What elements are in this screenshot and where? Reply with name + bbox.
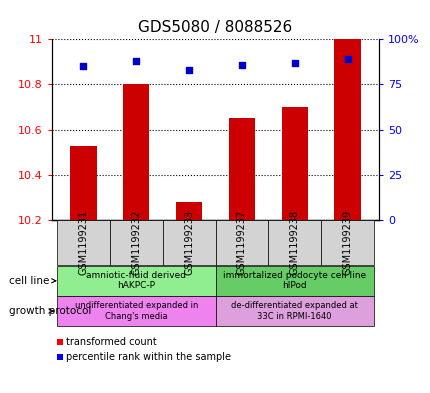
- Bar: [215, 220, 268, 265]
- Bar: [57, 354, 63, 360]
- Bar: [215, 296, 373, 326]
- Bar: [57, 296, 215, 326]
- Bar: [215, 266, 373, 296]
- Bar: [334, 39, 360, 220]
- Text: GSM1199238: GSM1199238: [289, 210, 299, 275]
- Text: transformed count: transformed count: [65, 336, 156, 347]
- Text: GSM1199231: GSM1199231: [78, 210, 88, 275]
- Text: percentile rank within the sample: percentile rank within the sample: [65, 352, 230, 362]
- Bar: [57, 220, 110, 265]
- Text: undifferentiated expanded in
Chang's media: undifferentiated expanded in Chang's med…: [74, 301, 197, 321]
- Bar: [281, 107, 307, 220]
- Text: immortalized podocyte cell line
hIPod: immortalized podocyte cell line hIPod: [223, 271, 366, 290]
- Text: de-differentiated expanded at
33C in RPMI-1640: de-differentiated expanded at 33C in RPM…: [231, 301, 357, 321]
- Text: GSM1199239: GSM1199239: [342, 210, 352, 275]
- Bar: [320, 220, 373, 265]
- Bar: [110, 220, 162, 265]
- Text: GSM1199233: GSM1199233: [184, 210, 194, 275]
- Point: [80, 63, 87, 70]
- Text: cell line: cell line: [9, 276, 55, 286]
- Text: growth protocol: growth protocol: [9, 306, 91, 316]
- Bar: [228, 118, 255, 220]
- Bar: [123, 84, 149, 220]
- Title: GDS5080 / 8088526: GDS5080 / 8088526: [138, 20, 292, 35]
- Bar: [57, 266, 215, 296]
- Point: [291, 60, 298, 66]
- Point: [185, 67, 192, 73]
- Bar: [268, 220, 320, 265]
- Text: GSM1199232: GSM1199232: [131, 210, 141, 275]
- Point: [343, 56, 350, 62]
- Bar: [70, 145, 96, 220]
- Bar: [162, 220, 215, 265]
- Text: GSM1199237: GSM1199237: [237, 210, 246, 275]
- Bar: [175, 202, 202, 220]
- Point: [132, 58, 139, 64]
- Point: [238, 61, 245, 68]
- Bar: [57, 339, 63, 345]
- Text: amniotic-fluid derived
hAKPC-P: amniotic-fluid derived hAKPC-P: [86, 271, 186, 290]
